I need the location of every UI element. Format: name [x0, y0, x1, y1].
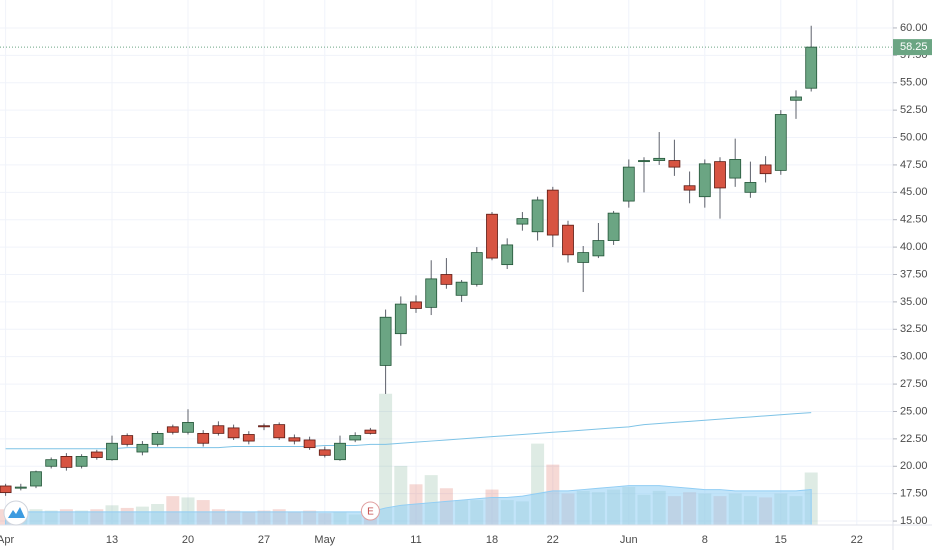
candle-body: [714, 161, 726, 189]
candle-body: [121, 435, 134, 445]
candle-body: [303, 439, 316, 449]
candle-body: [212, 425, 225, 434]
candle-body: [318, 449, 331, 456]
y-tick-label: 17.50: [900, 488, 928, 500]
x-tick-label: Apr: [0, 534, 14, 546]
candle-body: [470, 252, 483, 285]
y-tick-label: 35.00: [900, 296, 928, 308]
y-tick-label: 52.50: [900, 104, 928, 116]
candle-body: [242, 434, 255, 442]
volume-ma-area: [5, 485, 812, 526]
candle-body: [379, 316, 392, 366]
candle-body: [258, 425, 270, 428]
earnings-marker: [360, 501, 380, 521]
candle-body: [106, 442, 118, 461]
candle-body: [410, 301, 422, 309]
x-tick-label: 11: [410, 534, 421, 546]
candle-body: [75, 456, 88, 467]
y-tick-label: 60.00: [900, 22, 928, 34]
candle-body: [592, 240, 605, 257]
y-tick-label: 30.00: [900, 351, 928, 363]
y-tick-label: 37.50: [900, 268, 928, 280]
candle-body: [653, 157, 666, 161]
y-tick-label: 22.50: [900, 433, 928, 445]
candle-body: [774, 114, 787, 171]
candle-body: [440, 274, 453, 285]
y-tick-label: 40.00: [900, 241, 928, 253]
x-tick-label: May: [314, 534, 335, 546]
x-tick-label: 15: [775, 534, 787, 546]
x-tick-label: 20: [182, 534, 194, 546]
candle-body: [273, 424, 286, 439]
candle-body: [0, 485, 12, 493]
candle-body: [501, 244, 514, 266]
candle-body: [425, 278, 438, 308]
candle-body: [486, 213, 498, 259]
logo: [3, 500, 29, 526]
x-tick-label: 13: [106, 534, 118, 546]
y-tick-label: 15.00: [900, 515, 928, 527]
candle-body: [136, 443, 149, 453]
candle-body: [90, 451, 103, 458]
x-tick-label: 18: [486, 534, 498, 546]
x-tick-label: 27: [258, 534, 270, 546]
candle-body: [759, 164, 772, 175]
candle-body: [151, 432, 164, 445]
last-price-label: 58.25: [900, 41, 928, 53]
y-tick-label: 55.00: [900, 77, 928, 89]
x-tick-label: 22: [851, 534, 863, 546]
candle-body: [729, 159, 742, 179]
candle-body: [197, 432, 210, 444]
candle-body: [638, 160, 650, 163]
candle-body: [60, 456, 73, 468]
candle-body: [166, 426, 179, 433]
earnings-label: E: [367, 507, 374, 518]
candle-body: [698, 163, 711, 198]
last-price-tag: [893, 39, 932, 56]
price-pane: E: [0, 25, 893, 521]
candle-body: [531, 199, 544, 233]
candle-body: [349, 435, 362, 441]
y-tick-label: 50.00: [900, 131, 928, 143]
x-tick-label: Jun: [620, 534, 638, 546]
candle-body: [607, 212, 620, 241]
candle-body: [668, 160, 681, 168]
volume-pane: [0, 393, 818, 526]
candle-body: [683, 185, 696, 191]
candle-body: [227, 427, 240, 439]
candle-body: [562, 224, 574, 256]
candle-body: [30, 471, 42, 487]
candle-body: [334, 442, 346, 461]
y-tick-label: 25.00: [900, 405, 928, 417]
candle-body: [288, 437, 301, 442]
y-tick-label: 32.50: [900, 323, 928, 335]
y-tick-label: 20.00: [900, 460, 928, 472]
candle-body: [790, 96, 802, 101]
candle-body: [182, 422, 194, 433]
y-tick-label: 47.50: [900, 159, 928, 171]
candle-body: [805, 46, 818, 89]
candle-body: [394, 303, 407, 335]
candle-body: [516, 218, 529, 225]
candle-body: [577, 252, 590, 263]
candle-body: [364, 429, 377, 434]
candle-body: [546, 189, 559, 236]
y-tick-label: 45.00: [900, 186, 928, 198]
volume-bar: [379, 393, 393, 525]
candle-body: [14, 486, 27, 489]
candle-body: [45, 459, 58, 467]
candle-body: [744, 182, 757, 193]
y-tick-label: 27.50: [900, 378, 928, 390]
x-tick-label: 22: [547, 534, 559, 546]
candle-body: [622, 166, 635, 202]
y-tick-label: 42.50: [900, 214, 928, 226]
candle-body: [455, 281, 468, 296]
x-tick-label: 8: [702, 534, 708, 546]
